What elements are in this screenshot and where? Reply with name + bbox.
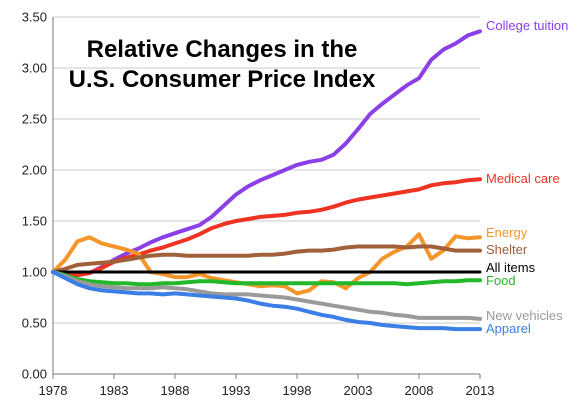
x-tick-label: 1988	[161, 383, 190, 398]
y-tick-label: 2.50	[22, 112, 47, 127]
y-tick-labels: 0.00 0.50 1.00 1.50 2.00 2.50 3.00 3.50	[22, 10, 47, 382]
x-tick-label: 2003	[344, 383, 373, 398]
series-label-new-vehicles: New vehicles	[486, 308, 563, 323]
y-tick-label: 0.50	[22, 316, 47, 331]
y-tick-label: 3.50	[22, 10, 47, 25]
axes	[52, 17, 480, 375]
x-tick-label: 2008	[405, 383, 434, 398]
chart-title-line-1: Relative Changes in the	[87, 36, 358, 63]
series-line-energy	[51, 232, 482, 296]
series-label-college-tuition: College tuition	[486, 18, 568, 33]
series-line-apparel	[51, 270, 482, 332]
series-label-food: Food	[486, 273, 516, 288]
series-label-apparel: Apparel	[486, 321, 531, 336]
series-label-shelter: Shelter	[486, 242, 528, 257]
series-labels: College tuition Medical care Energy Shelter…	[486, 18, 568, 336]
y-tick-label: 3.00	[22, 61, 47, 76]
x-tick-label: 2013	[466, 383, 495, 398]
series-line-new-vehicles	[51, 270, 482, 321]
y-tick-label: 0.00	[22, 367, 47, 382]
series-line-food	[51, 270, 482, 287]
x-tick-label: 1978	[39, 383, 68, 398]
y-tick-label: 1.50	[22, 214, 47, 229]
series-line-shelter	[51, 244, 482, 274]
series-label-all-items: All items	[486, 260, 536, 275]
x-tick-labels: 1978 1983 1988 1993 1998 2003 2008 2013	[39, 374, 495, 398]
series-lines	[51, 29, 482, 332]
x-tick-label: 1998	[283, 383, 312, 398]
series-label-medical-care: Medical care	[486, 171, 560, 186]
series-label-energy: Energy	[486, 225, 528, 240]
y-tick-label: 1.00	[22, 265, 47, 280]
x-tick-label: 1993	[222, 383, 251, 398]
series-line-college-tuition	[51, 29, 482, 278]
chart-title-line-2: U.S. Consumer Price Index	[69, 66, 376, 93]
x-tick-label: 1983	[100, 383, 129, 398]
y-tick-label: 2.00	[22, 163, 47, 178]
